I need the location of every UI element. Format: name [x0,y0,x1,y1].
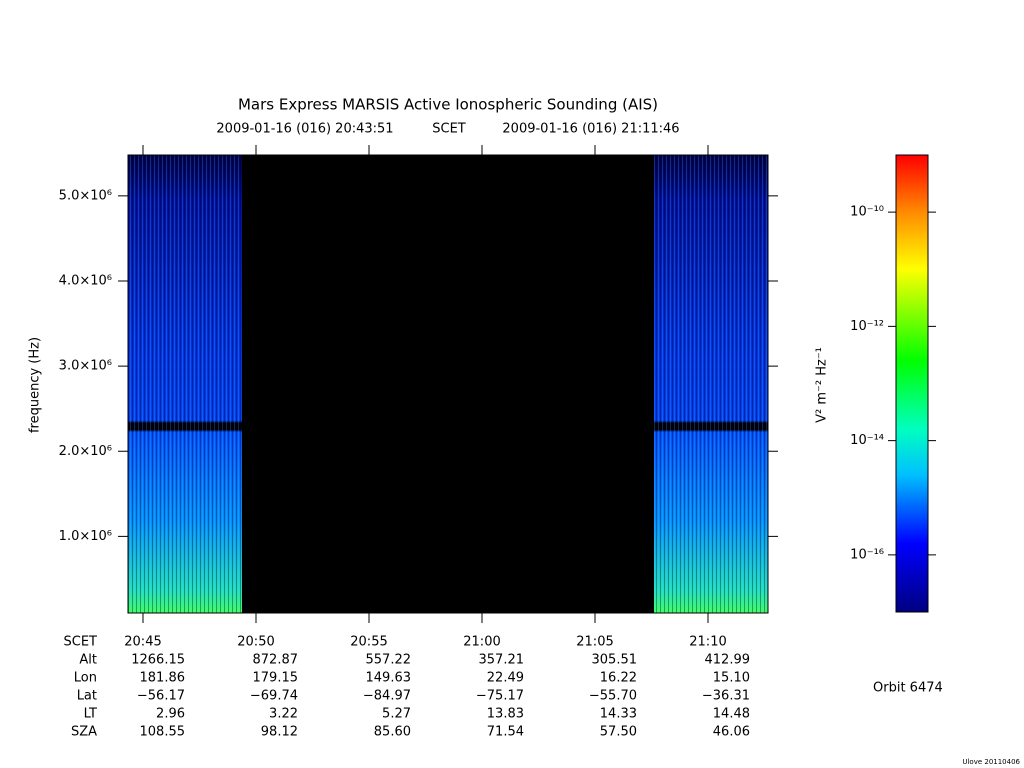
table-value: 22.49 [487,671,524,686]
title: Mars Express MARSIS Active Ionospheric S… [238,96,658,114]
y-axis-label: frequency (Hz) [28,337,43,433]
table-value: 872.87 [253,653,299,668]
y-tick-label: 4.0×10⁶ [59,273,112,288]
table-value: 181.86 [140,671,186,686]
table-value: −69.74 [250,689,298,704]
time-system: SCET [432,122,466,137]
table-value: 412.99 [705,653,751,668]
x-tick-label: 20:55 [350,635,387,650]
y-tick-label: 2.0×10⁶ [59,444,112,459]
row-label: SZA [71,725,97,740]
colorbar-tick-label: 10⁻¹⁰ [850,205,884,220]
colorbar-tick-label: 10⁻¹⁴ [850,433,884,448]
table-value: 14.33 [600,707,637,722]
colorbar-tick-label: 10⁻¹² [850,319,884,334]
row-label: Alt [79,653,97,668]
x-tick-label: 20:45 [124,635,161,650]
x-tick-label: 21:05 [576,635,613,650]
table-value: 5.27 [382,707,411,722]
table-value: 15.10 [713,671,750,686]
x-tick-label: 20:50 [237,635,274,650]
table-value: 85.60 [374,725,411,740]
table-value: 108.55 [140,725,186,740]
table-value: 57.50 [600,725,637,740]
spectrogram-texture [654,155,768,613]
start-time: 2009-01-16 (016) 20:43:51 [216,122,393,137]
spectrogram-texture [128,155,242,613]
colorbar [895,154,929,613]
table-value: −36.31 [702,689,750,704]
y-tick-label: 1.0×10⁶ [59,529,112,544]
table-value: 557.22 [366,653,412,668]
table-value: 14.48 [713,707,750,722]
table-value: 2.96 [156,707,185,722]
table-value: 13.83 [487,707,524,722]
row-label: SCET [64,635,98,650]
table-value: 179.15 [253,671,299,686]
table-value: −55.70 [589,689,637,704]
table-value: 46.06 [713,725,750,740]
x-tick-label: 21:00 [463,635,500,650]
table-value: 305.51 [592,653,638,668]
table-value: −56.17 [137,689,185,704]
colorbar-label: V² m⁻² Hz⁻¹ [815,347,830,423]
y-tick-label: 5.0×10⁶ [59,188,112,203]
y-tick-label: 3.0×10⁶ [59,359,112,374]
x-tick-label: 21:10 [689,635,726,650]
row-label: Lon [74,671,97,686]
table-value: 357.21 [479,653,525,668]
row-label: LT [84,707,97,722]
row-label: Lat [77,689,97,704]
table-value: 3.22 [269,707,298,722]
table-value: −84.97 [363,689,411,704]
table-value: 98.12 [261,725,298,740]
plot-frame [127,154,769,614]
table-value: 16.22 [600,671,637,686]
table-value: 1266.15 [131,653,185,668]
end-time: 2009-01-16 (016) 21:11:46 [502,122,679,137]
table-value: 71.54 [487,725,524,740]
orbit-label: Orbit 6474 [873,681,943,696]
credit: Ulove 20110406 [962,758,1020,766]
table-value: 149.63 [366,671,412,686]
colorbar-tick-label: 10⁻¹⁶ [850,547,884,562]
table-value: −75.17 [476,689,524,704]
